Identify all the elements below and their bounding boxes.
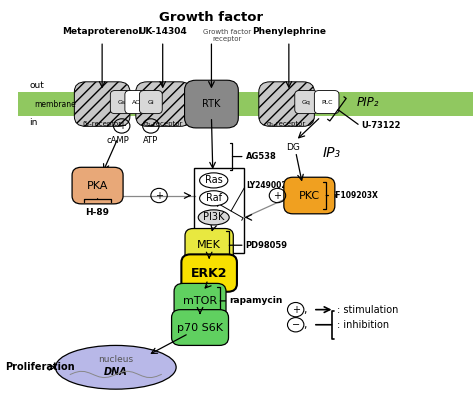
Text: Metaproterenol: Metaproterenol: [63, 27, 142, 36]
Text: PD98059: PD98059: [246, 241, 288, 250]
Text: ,: ,: [303, 320, 307, 330]
Text: PLC: PLC: [321, 100, 332, 105]
Text: Growth factor
receptor: Growth factor receptor: [203, 28, 251, 41]
FancyBboxPatch shape: [110, 91, 133, 114]
Text: in: in: [29, 118, 37, 127]
FancyBboxPatch shape: [139, 91, 162, 114]
FancyBboxPatch shape: [295, 91, 318, 114]
Text: MEK: MEK: [197, 240, 221, 250]
Text: +: +: [273, 191, 282, 201]
FancyBboxPatch shape: [18, 92, 474, 116]
Text: Ras: Ras: [205, 176, 223, 186]
Text: ,: ,: [303, 305, 307, 315]
Text: PKC: PKC: [299, 191, 320, 201]
Text: ATP: ATP: [143, 136, 158, 145]
Text: : stimulation: : stimulation: [337, 305, 398, 315]
Text: Phenylephrine: Phenylephrine: [252, 27, 326, 36]
Text: AC: AC: [132, 100, 140, 105]
Text: Gs: Gs: [118, 100, 126, 105]
Text: GF109203X: GF109203X: [330, 191, 379, 200]
FancyBboxPatch shape: [184, 80, 238, 128]
Ellipse shape: [198, 210, 229, 225]
Text: PIP₂: PIP₂: [357, 96, 380, 109]
Ellipse shape: [200, 191, 228, 206]
FancyBboxPatch shape: [284, 177, 335, 214]
Ellipse shape: [55, 346, 176, 389]
Text: : inhibition: : inhibition: [337, 320, 389, 330]
Text: membrane: membrane: [34, 100, 76, 109]
Text: DG: DG: [286, 143, 301, 152]
Text: out: out: [29, 81, 44, 90]
Text: H-89: H-89: [86, 208, 109, 217]
Text: p70 S6K: p70 S6K: [177, 322, 223, 332]
Text: DNA: DNA: [104, 367, 128, 377]
Text: Gi: Gi: [147, 100, 154, 105]
FancyBboxPatch shape: [259, 82, 314, 126]
FancyBboxPatch shape: [185, 229, 233, 262]
Text: Growth factor: Growth factor: [159, 11, 264, 24]
Text: −: −: [147, 121, 155, 131]
Text: RTK: RTK: [202, 99, 220, 109]
Text: −: −: [292, 320, 300, 330]
Text: Raf: Raf: [206, 193, 222, 203]
Text: α₁-receptor: α₁-receptor: [267, 121, 306, 127]
Text: ERK2: ERK2: [191, 267, 228, 280]
Text: rapamycin: rapamycin: [229, 296, 283, 305]
Text: +: +: [118, 121, 126, 131]
FancyBboxPatch shape: [314, 91, 339, 114]
FancyBboxPatch shape: [136, 82, 191, 126]
Text: nucleus: nucleus: [98, 355, 133, 364]
Text: Gq: Gq: [302, 100, 310, 105]
Text: +: +: [292, 305, 300, 315]
Text: mTOR: mTOR: [183, 296, 217, 306]
Text: LY249002: LY249002: [246, 181, 287, 190]
Text: IP₃: IP₃: [323, 146, 341, 160]
Text: β₂-receptor: β₂-receptor: [82, 121, 122, 127]
FancyBboxPatch shape: [74, 82, 130, 126]
FancyBboxPatch shape: [174, 283, 226, 318]
Text: α₂-receptor: α₂-receptor: [144, 121, 183, 127]
FancyBboxPatch shape: [125, 91, 148, 114]
FancyBboxPatch shape: [182, 255, 237, 292]
Text: U-73122: U-73122: [362, 121, 401, 130]
FancyBboxPatch shape: [172, 310, 228, 346]
FancyBboxPatch shape: [72, 167, 123, 204]
Text: UK-14304: UK-14304: [138, 27, 187, 36]
Text: +: +: [155, 191, 163, 201]
Bar: [194, 168, 244, 253]
Text: PKA: PKA: [87, 181, 108, 191]
Text: cAMP: cAMP: [107, 136, 129, 145]
Ellipse shape: [200, 173, 228, 188]
Text: Proliferation: Proliferation: [5, 362, 74, 372]
Text: PI3K: PI3K: [203, 212, 224, 222]
Text: AG538: AG538: [246, 152, 276, 161]
